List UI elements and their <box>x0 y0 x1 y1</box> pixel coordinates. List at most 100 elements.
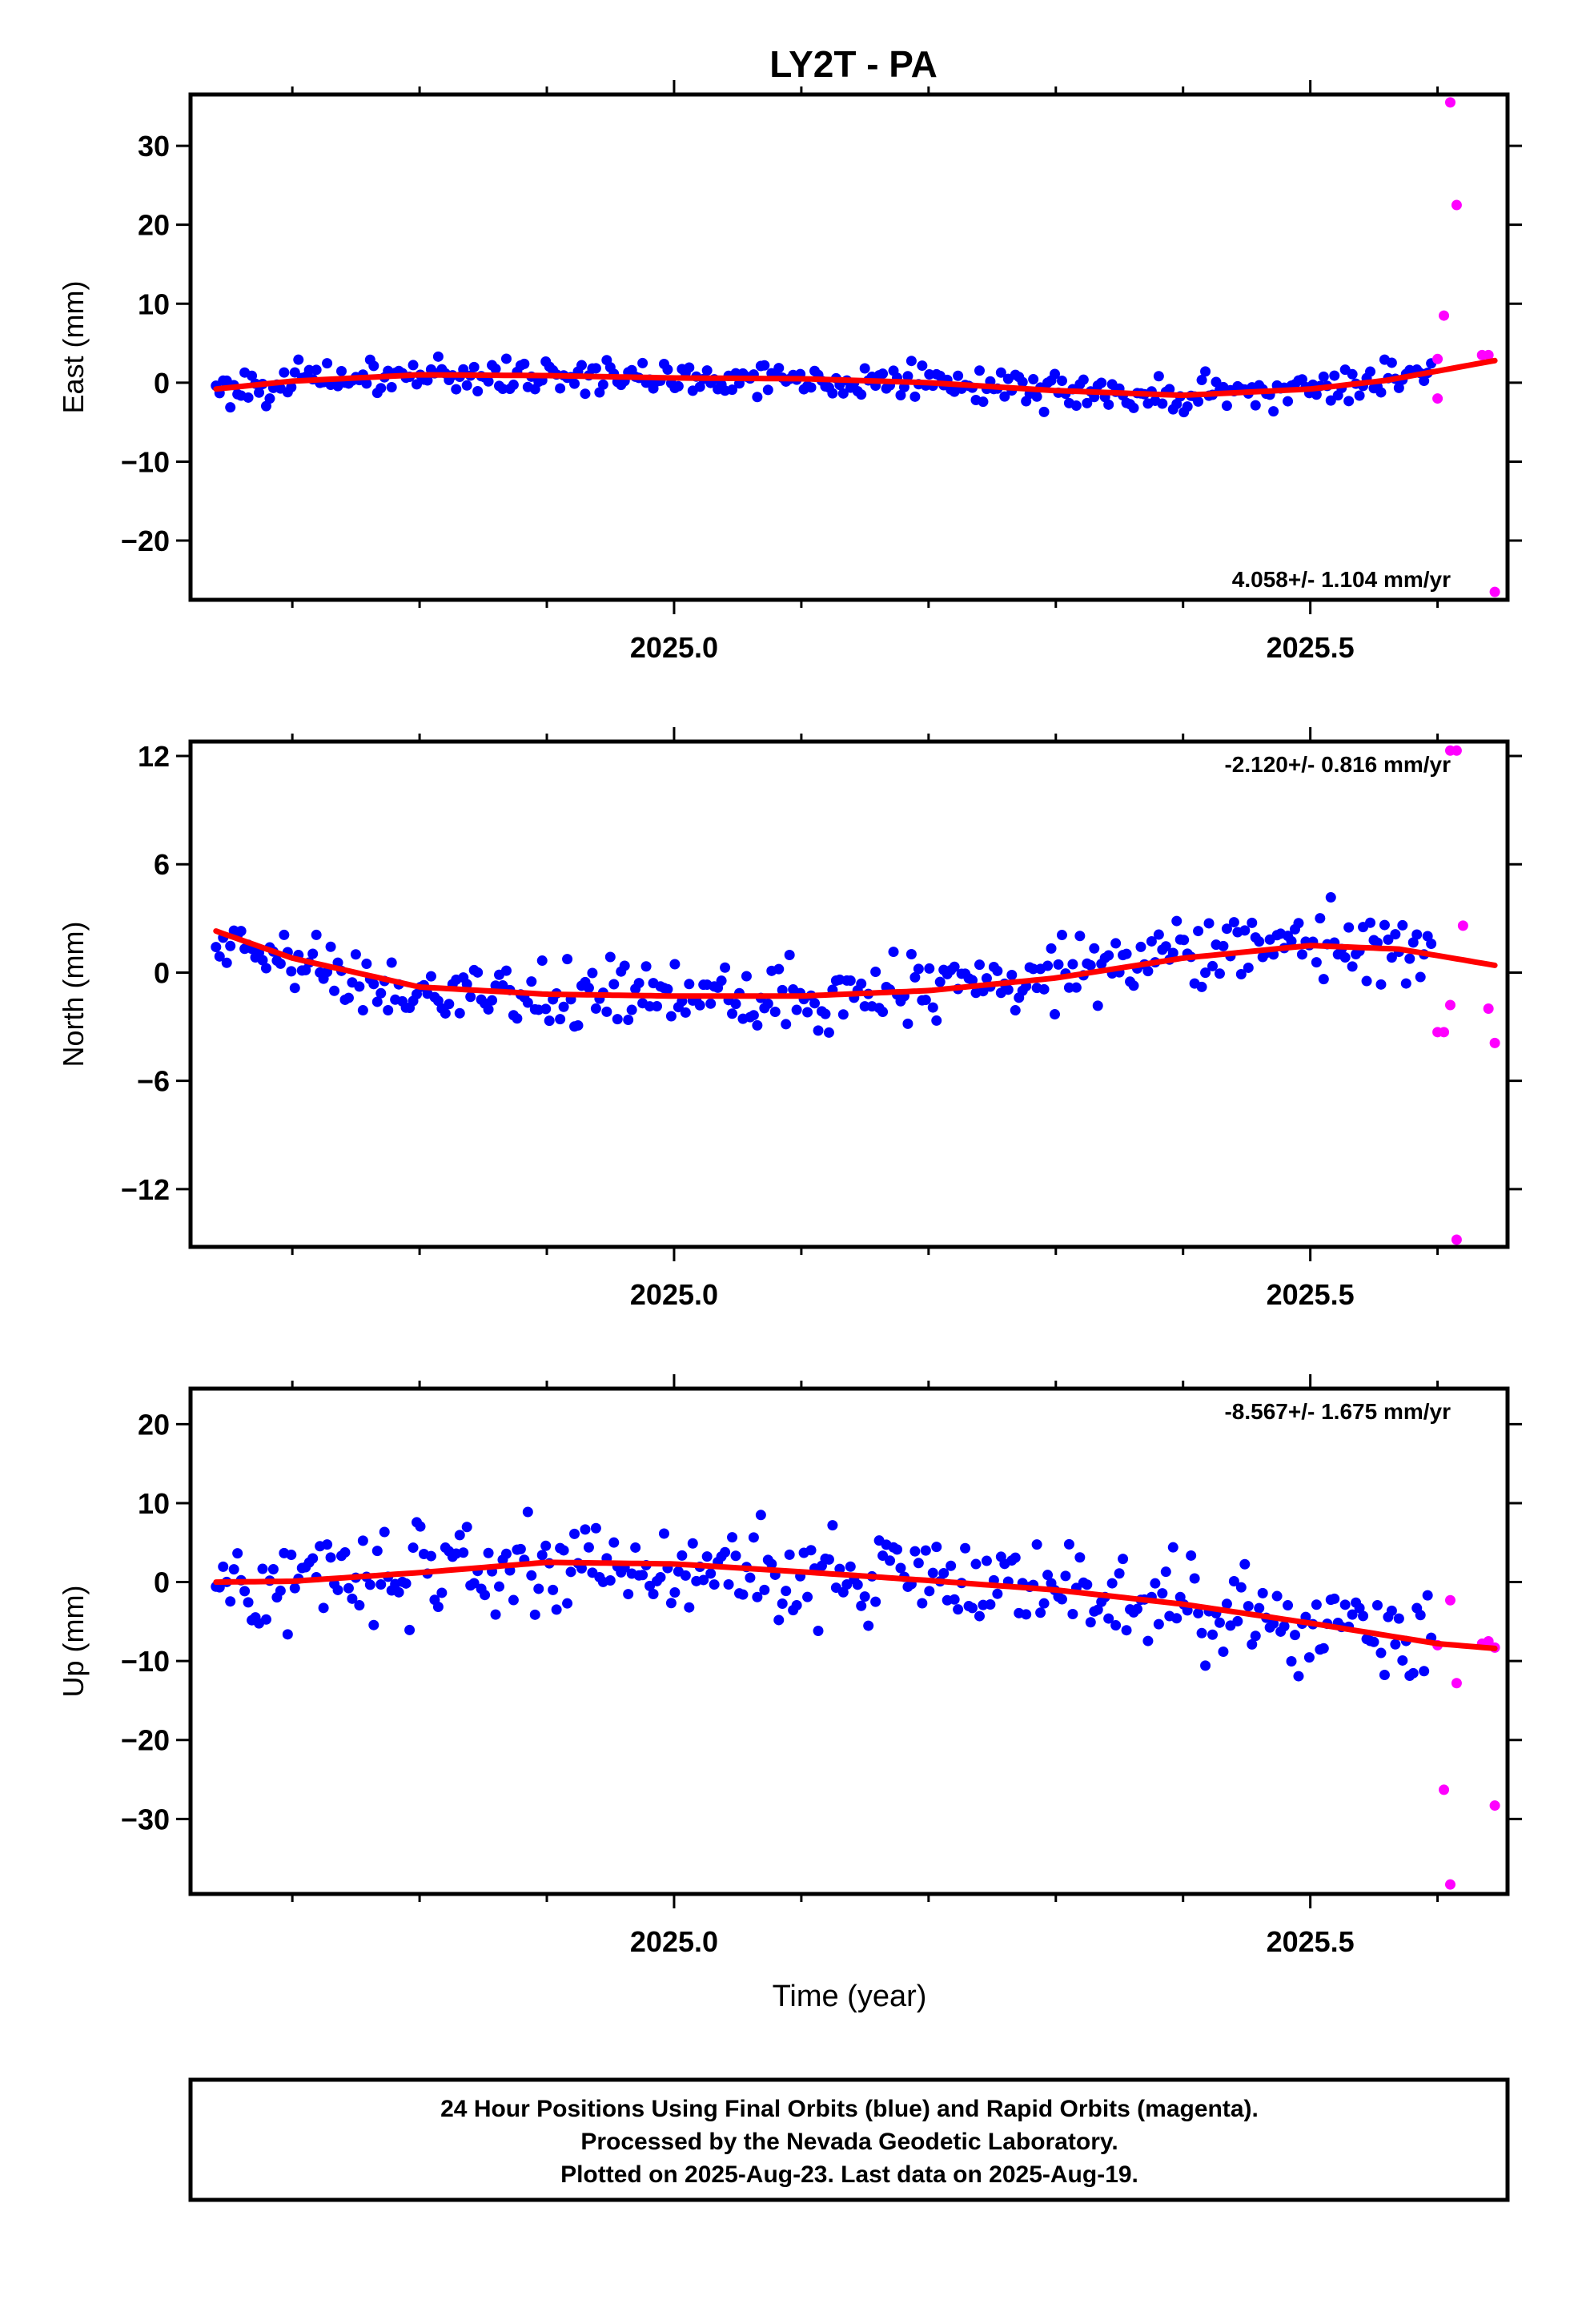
final-orbit-point <box>981 973 992 984</box>
final-orbit-point <box>422 375 433 386</box>
final-orbit-point <box>1318 371 1329 382</box>
final-orbit-point <box>1375 1647 1387 1659</box>
final-orbit-point <box>339 1546 351 1558</box>
final-orbit-point <box>859 1001 870 1012</box>
final-orbit-point <box>917 360 928 372</box>
final-orbit-point <box>694 999 705 1011</box>
final-orbit-point <box>665 1598 677 1609</box>
final-orbit-point <box>254 387 265 398</box>
final-orbit-point <box>652 1000 663 1011</box>
final-orbit-point <box>981 1555 992 1566</box>
final-orbit-point <box>425 971 436 982</box>
final-orbit-point <box>1171 1613 1182 1624</box>
final-orbit-point <box>1371 937 1383 948</box>
final-orbit-point <box>745 1572 756 1583</box>
y-axis-label: Up (mm) <box>57 1586 90 1698</box>
final-orbit-point <box>322 358 333 369</box>
rapid-orbit-point <box>1439 310 1450 321</box>
final-orbit-point <box>1207 960 1219 971</box>
plot-frame <box>188 92 1510 602</box>
final-orbit-point <box>562 954 573 965</box>
final-orbit-point <box>781 1586 792 1597</box>
final-orbit-point <box>368 360 379 372</box>
final-orbit-point <box>701 1551 713 1562</box>
final-orbit-point <box>677 1550 688 1561</box>
final-orbit-point <box>1050 1009 1061 1020</box>
final-orbit-point <box>1056 375 1067 386</box>
final-orbit-point <box>228 1564 239 1575</box>
final-orbit-point <box>644 1001 656 1012</box>
final-orbit-point <box>1128 402 1139 413</box>
final-orbit-point <box>805 382 817 393</box>
final-orbit-point <box>555 383 566 394</box>
final-orbit-point <box>583 1542 594 1553</box>
final-orbit-point <box>1056 930 1067 941</box>
final-orbit-point <box>920 995 931 1006</box>
final-orbit-point <box>350 949 361 960</box>
final-orbit-point <box>526 1570 537 1581</box>
final-orbit-point <box>992 1588 1003 1599</box>
rapid-orbit-point <box>1439 1784 1450 1795</box>
final-orbit-point <box>1247 1638 1258 1650</box>
final-orbit-point <box>1063 982 1074 993</box>
final-orbit-point <box>1060 1570 1071 1582</box>
final-orbit-point <box>279 929 290 940</box>
final-orbit-point <box>597 379 608 390</box>
final-orbit-point <box>311 929 322 940</box>
final-orbit-point <box>257 955 268 966</box>
final-orbit-point <box>569 378 580 389</box>
rapid-orbit-point <box>1444 97 1456 108</box>
final-orbit-point <box>913 963 924 975</box>
final-orbit-point <box>408 1542 419 1554</box>
final-orbit-point <box>895 1562 906 1574</box>
y-tick-label: −12 <box>121 1173 170 1206</box>
final-orbit-point <box>490 1609 501 1620</box>
north-panel: −12 −6 0 6 12 2025.0 2025.5 North (mm) -2.120+/-… <box>57 727 1522 1311</box>
final-orbit-point <box>1293 1671 1304 1682</box>
final-orbit-point <box>264 393 275 404</box>
final-orbit-point <box>551 1604 562 1615</box>
final-orbit-point <box>913 1558 924 1569</box>
final-orbit-point <box>730 1550 741 1562</box>
final-orbit-point <box>1150 1578 1161 1589</box>
rapid-orbit-point <box>1432 353 1443 364</box>
final-orbit-point <box>1189 1573 1200 1584</box>
final-orbit-point <box>332 1584 343 1595</box>
final-orbit-point <box>483 376 494 387</box>
final-orbit-point <box>432 1601 444 1612</box>
final-orbit-point <box>623 1589 634 1600</box>
final-orbit-point <box>1103 950 1114 961</box>
final-orbit-point <box>519 358 530 369</box>
final-orbit-point <box>1200 1660 1211 1671</box>
final-orbit-point <box>1218 940 1229 951</box>
final-orbit-point <box>1311 957 1322 968</box>
final-orbit-point <box>480 1590 491 1601</box>
final-orbit-point <box>1092 1000 1103 1011</box>
final-orbit-point <box>1203 918 1215 929</box>
final-orbit-point <box>1365 366 1376 377</box>
final-orbit-point <box>1110 938 1122 949</box>
y-tick-label: 6 <box>154 848 170 881</box>
final-orbit-point <box>490 364 501 375</box>
final-orbit-point <box>759 360 770 371</box>
final-orbit-point <box>665 1011 677 1022</box>
final-orbit-point <box>820 1008 831 1019</box>
final-orbit-point <box>361 378 372 389</box>
final-orbit-point <box>1228 917 1239 928</box>
final-orbit-point <box>1339 952 1351 963</box>
final-orbit-point <box>1383 934 1394 945</box>
final-orbit-point <box>375 987 387 999</box>
final-orbit-point <box>461 1522 472 1533</box>
final-orbit-point <box>1243 1601 1254 1612</box>
y-tick-label: −20 <box>121 525 170 557</box>
final-orbit-point <box>1121 948 1132 959</box>
final-orbit-point <box>730 999 741 1010</box>
final-orbit-point <box>1235 1582 1247 1593</box>
final-orbit-point <box>354 981 365 992</box>
final-orbit-point <box>440 1007 451 1019</box>
final-orbit-point <box>1046 943 1057 954</box>
rapid-orbit-point <box>1451 1234 1462 1245</box>
final-orbit-point <box>856 978 867 989</box>
final-orbit-point <box>863 1620 874 1631</box>
final-orbit-point <box>637 357 648 368</box>
